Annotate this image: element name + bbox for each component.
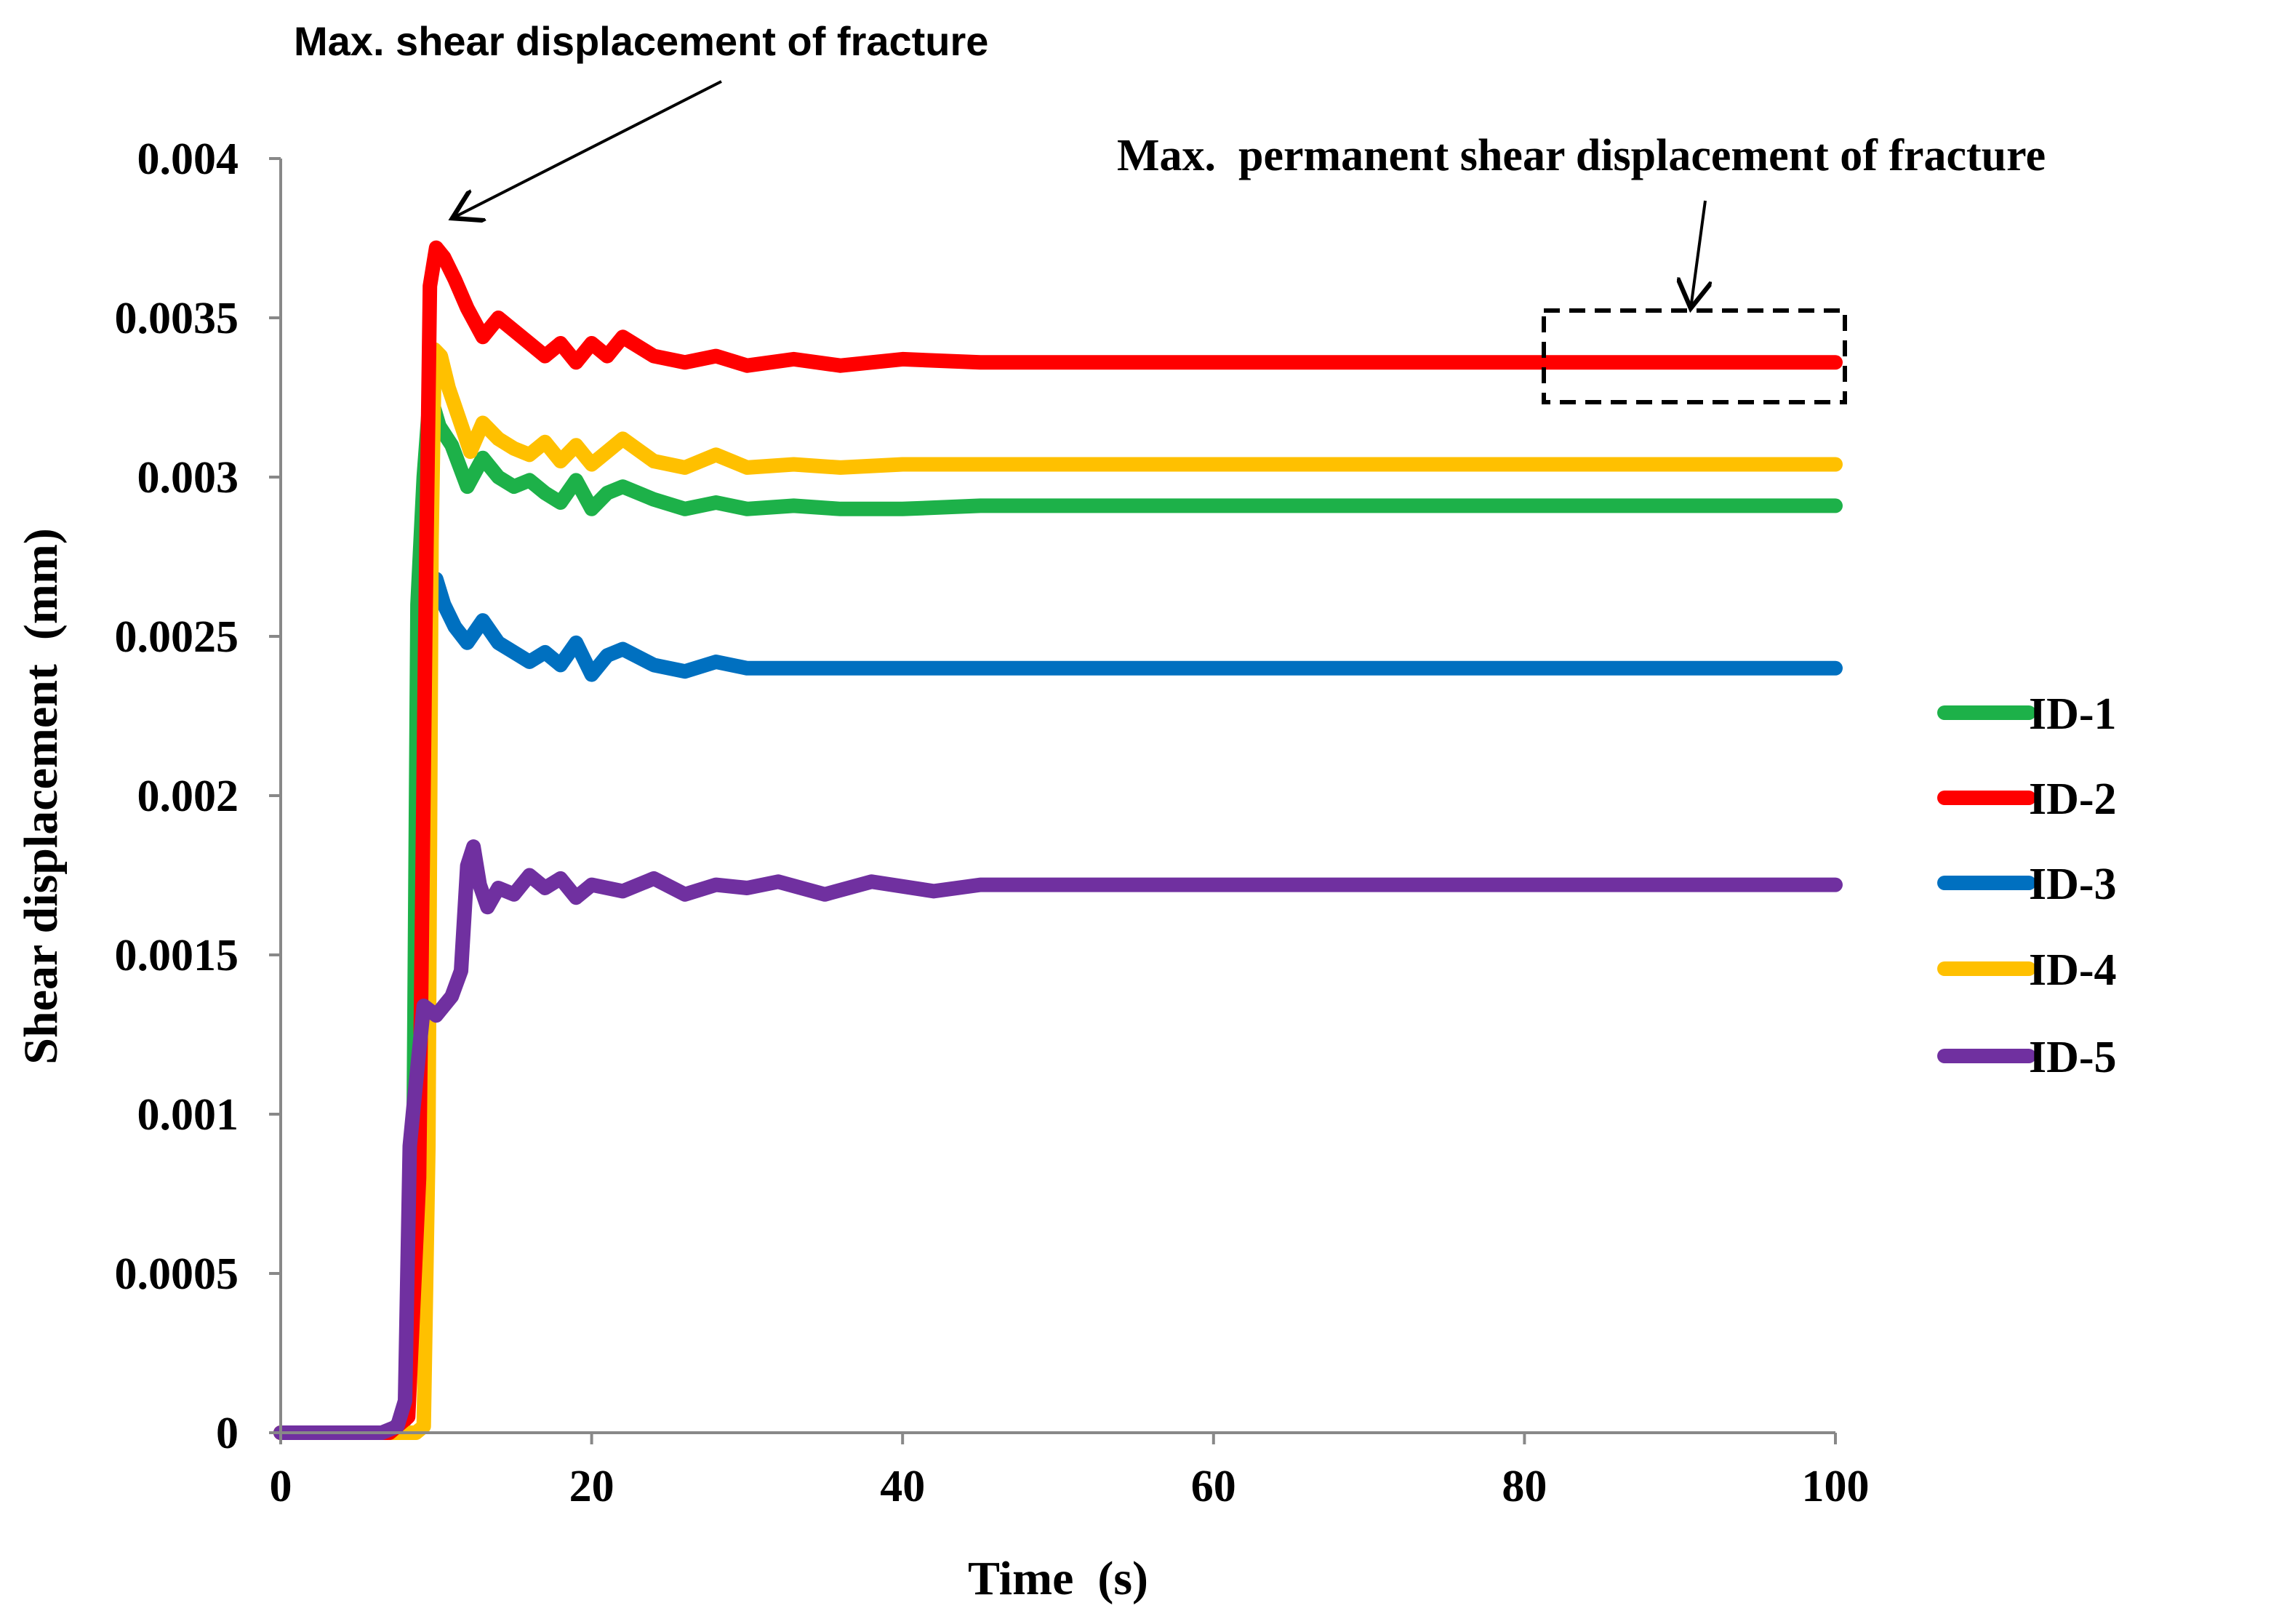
- x-ticks: 0 20 40 60 80 100: [270, 1433, 1870, 1511]
- x-tick-label: 80: [1502, 1462, 1547, 1511]
- series-layer: [273, 240, 1843, 1440]
- y-tick-label: 0.003: [137, 453, 239, 503]
- legend-label-id-2: ID-2: [2029, 775, 2117, 824]
- y-ticks: 0 0.0005 0.001 0.0015 0.002 0.0025 0.003 0.0035…: [115, 135, 281, 1458]
- series-line-id-2: [273, 240, 1843, 1440]
- y-tick-label: 0.002: [137, 772, 239, 821]
- series-line-id-1: [273, 387, 1843, 1440]
- peak-annotation-label: Max. shear displacement of fracture: [294, 18, 988, 64]
- y-tick-label: 0.0015: [115, 931, 239, 980]
- x-tick-label: 100: [1802, 1462, 1870, 1511]
- permanent-annotation-arrow: [1691, 200, 1705, 308]
- y-tick-label: 0.004: [137, 135, 239, 184]
- x-tick-label: 40: [880, 1462, 925, 1511]
- series-line-id-5: [273, 839, 1843, 1440]
- y-tick-label: 0: [216, 1409, 239, 1458]
- legend: ID-1 ID-2 ID-3 ID-4 ID-5: [1937, 689, 2117, 1082]
- x-tick-label: 60: [1191, 1462, 1236, 1511]
- legend-label-id-3: ID-3: [2029, 860, 2117, 909]
- y-axis-title: Shear displacement (mm): [15, 528, 68, 1065]
- series-line-id-3: [273, 572, 1843, 1440]
- legend-label-id-5: ID-5: [2029, 1033, 2117, 1082]
- permanent-highlight-box: [1542, 308, 1847, 404]
- y-tick-label: 0.0025: [115, 612, 239, 662]
- y-tick-label: 0.0005: [115, 1249, 239, 1299]
- peak-annotation-arrow: [452, 80, 722, 218]
- y-tick-label: 0.001: [137, 1090, 239, 1140]
- x-tick-label: 0: [270, 1462, 292, 1511]
- x-tick-label: 20: [569, 1462, 614, 1511]
- x-axis-title: Time (s): [968, 1552, 1148, 1605]
- legend-label-id-4: ID-4: [2029, 945, 2117, 995]
- legend-label-id-1: ID-1: [2029, 689, 2117, 739]
- permanent-annotation-label: Max. permanent shear displacement of fra…: [1117, 131, 2046, 180]
- y-tick-label: 0.0035: [115, 294, 239, 343]
- series-line-id-4: [273, 342, 1843, 1440]
